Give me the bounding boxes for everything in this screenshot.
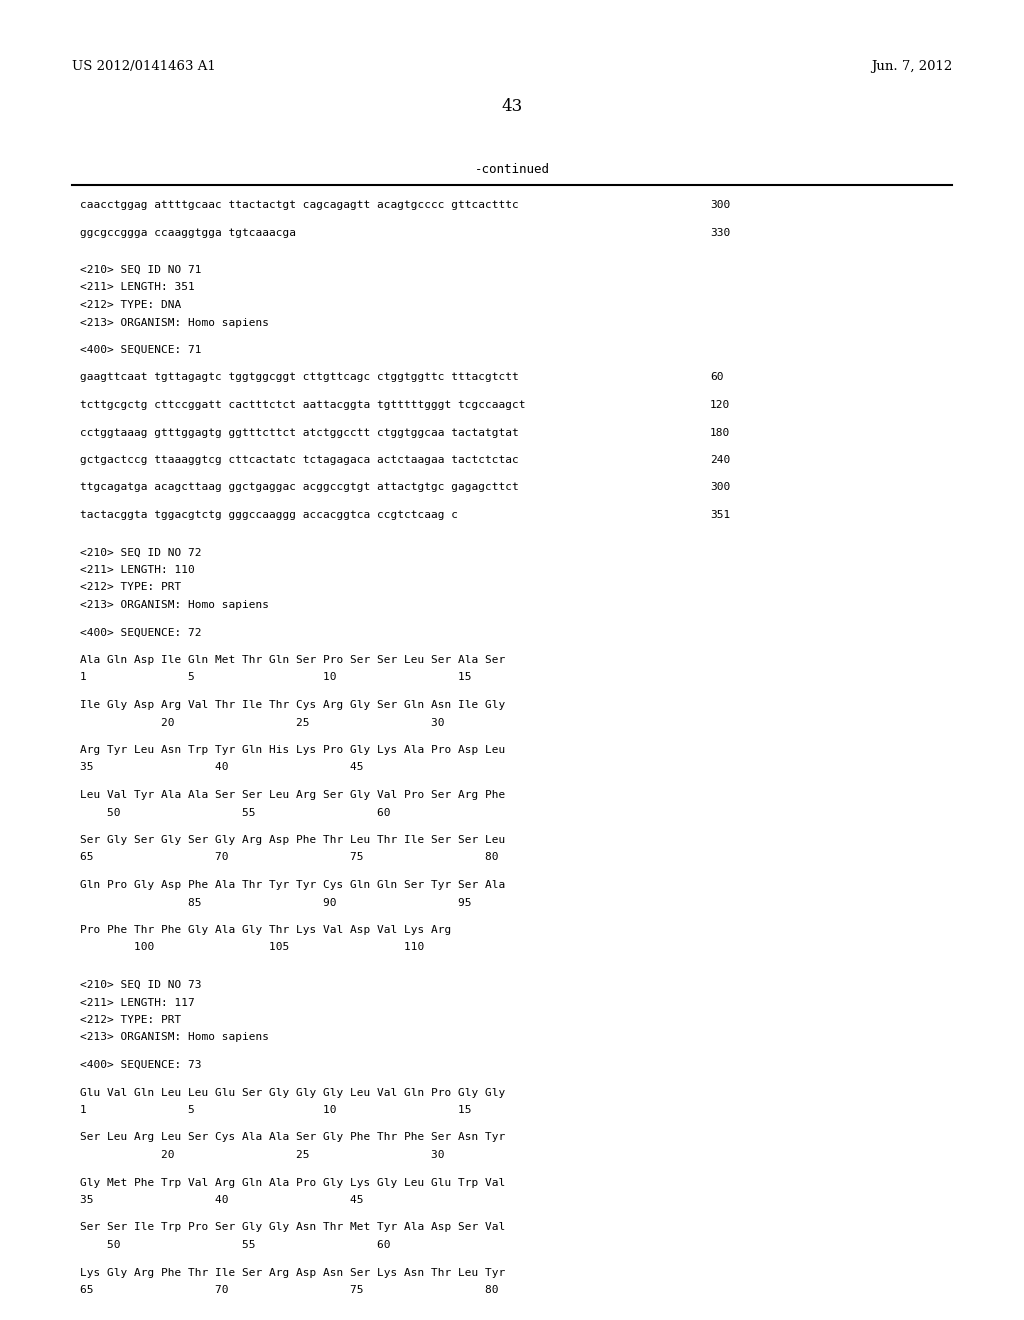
Text: Gly Met Phe Trp Val Arg Gln Ala Pro Gly Lys Gly Leu Glu Trp Val: Gly Met Phe Trp Val Arg Gln Ala Pro Gly … xyxy=(80,1177,505,1188)
Text: <210> SEQ ID NO 73: <210> SEQ ID NO 73 xyxy=(80,979,202,990)
Text: <213> ORGANISM: Homo sapiens: <213> ORGANISM: Homo sapiens xyxy=(80,318,269,327)
Text: cctggtaaag gtttggagtg ggtttcttct atctggcctt ctggtggcaa tactatgtat: cctggtaaag gtttggagtg ggtttcttct atctggc… xyxy=(80,428,519,437)
Text: <212> TYPE: PRT: <212> TYPE: PRT xyxy=(80,1015,181,1026)
Text: Glu Val Gln Leu Leu Glu Ser Gly Gly Gly Leu Val Gln Pro Gly Gly: Glu Val Gln Leu Leu Glu Ser Gly Gly Gly … xyxy=(80,1088,505,1097)
Text: 300: 300 xyxy=(710,483,730,492)
Text: <213> ORGANISM: Homo sapiens: <213> ORGANISM: Homo sapiens xyxy=(80,1032,269,1043)
Text: 35                  40                  45: 35 40 45 xyxy=(80,1195,364,1205)
Text: Ile Gly Asp Arg Val Thr Ile Thr Cys Arg Gly Ser Gln Asn Ile Gly: Ile Gly Asp Arg Val Thr Ile Thr Cys Arg … xyxy=(80,700,505,710)
Text: <211> LENGTH: 351: <211> LENGTH: 351 xyxy=(80,282,195,293)
Text: 60: 60 xyxy=(710,372,724,383)
Text: <400> SEQUENCE: 71: <400> SEQUENCE: 71 xyxy=(80,345,202,355)
Text: 43: 43 xyxy=(502,98,522,115)
Text: <400> SEQUENCE: 73: <400> SEQUENCE: 73 xyxy=(80,1060,202,1071)
Text: 20                  25                  30: 20 25 30 xyxy=(80,1150,444,1160)
Text: 50                  55                  60: 50 55 60 xyxy=(80,1239,390,1250)
Text: 120: 120 xyxy=(710,400,730,411)
Text: ggcgccggga ccaaggtgga tgtcaaacga: ggcgccggga ccaaggtgga tgtcaaacga xyxy=(80,227,296,238)
Text: <400> SEQUENCE: 72: <400> SEQUENCE: 72 xyxy=(80,627,202,638)
Text: <211> LENGTH: 117: <211> LENGTH: 117 xyxy=(80,998,195,1007)
Text: 100                 105                 110: 100 105 110 xyxy=(80,942,424,953)
Text: 180: 180 xyxy=(710,428,730,437)
Text: 65                  70                  75                  80: 65 70 75 80 xyxy=(80,853,499,862)
Text: <210> SEQ ID NO 72: <210> SEQ ID NO 72 xyxy=(80,548,202,557)
Text: 300: 300 xyxy=(710,201,730,210)
Text: Ser Ser Ile Trp Pro Ser Gly Gly Asn Thr Met Tyr Ala Asp Ser Val: Ser Ser Ile Trp Pro Ser Gly Gly Asn Thr … xyxy=(80,1222,505,1233)
Text: Jun. 7, 2012: Jun. 7, 2012 xyxy=(870,59,952,73)
Text: Pro Phe Thr Phe Gly Ala Gly Thr Lys Val Asp Val Lys Arg: Pro Phe Thr Phe Gly Ala Gly Thr Lys Val … xyxy=(80,925,452,935)
Text: 351: 351 xyxy=(710,510,730,520)
Text: -continued: -continued xyxy=(474,162,550,176)
Text: 35                  40                  45: 35 40 45 xyxy=(80,763,364,772)
Text: ttgcagatga acagcttaag ggctgaggac acggccgtgt attactgtgc gagagcttct: ttgcagatga acagcttaag ggctgaggac acggccg… xyxy=(80,483,519,492)
Text: tactacggta tggacgtctg gggccaaggg accacggtca ccgtctcaag c: tactacggta tggacgtctg gggccaaggg accacgg… xyxy=(80,510,458,520)
Text: 240: 240 xyxy=(710,455,730,465)
Text: Ser Leu Arg Leu Ser Cys Ala Ala Ser Gly Phe Thr Phe Ser Asn Tyr: Ser Leu Arg Leu Ser Cys Ala Ala Ser Gly … xyxy=(80,1133,505,1143)
Text: Arg Tyr Leu Asn Trp Tyr Gln His Lys Pro Gly Lys Ala Pro Asp Leu: Arg Tyr Leu Asn Trp Tyr Gln His Lys Pro … xyxy=(80,744,505,755)
Text: 1               5                   10                  15: 1 5 10 15 xyxy=(80,1105,471,1115)
Text: gaagttcaat tgttagagtc tggtggcggt cttgttcagc ctggtggttc tttacgtctt: gaagttcaat tgttagagtc tggtggcggt cttgttc… xyxy=(80,372,519,383)
Text: <213> ORGANISM: Homo sapiens: <213> ORGANISM: Homo sapiens xyxy=(80,601,269,610)
Text: 50                  55                  60: 50 55 60 xyxy=(80,808,390,817)
Text: 20                  25                  30: 20 25 30 xyxy=(80,718,444,727)
Text: caacctggag attttgcaac ttactactgt cagcagagtt acagtgcccc gttcactttc: caacctggag attttgcaac ttactactgt cagcaga… xyxy=(80,201,519,210)
Text: Lys Gly Arg Phe Thr Ile Ser Arg Asp Asn Ser Lys Asn Thr Leu Tyr: Lys Gly Arg Phe Thr Ile Ser Arg Asp Asn … xyxy=(80,1267,505,1278)
Text: 65                  70                  75                  80: 65 70 75 80 xyxy=(80,1284,499,1295)
Text: gctgactccg ttaaaggtcg cttcactatc tctagagaca actctaagaa tactctctac: gctgactccg ttaaaggtcg cttcactatc tctagag… xyxy=(80,455,519,465)
Text: <211> LENGTH: 110: <211> LENGTH: 110 xyxy=(80,565,195,576)
Text: Ala Gln Asp Ile Gln Met Thr Gln Ser Pro Ser Ser Leu Ser Ala Ser: Ala Gln Asp Ile Gln Met Thr Gln Ser Pro … xyxy=(80,655,505,665)
Text: 1               5                   10                  15: 1 5 10 15 xyxy=(80,672,471,682)
Text: <212> TYPE: PRT: <212> TYPE: PRT xyxy=(80,582,181,593)
Text: Gln Pro Gly Asp Phe Ala Thr Tyr Tyr Cys Gln Gln Ser Tyr Ser Ala: Gln Pro Gly Asp Phe Ala Thr Tyr Tyr Cys … xyxy=(80,880,505,890)
Text: <212> TYPE: DNA: <212> TYPE: DNA xyxy=(80,300,181,310)
Text: US 2012/0141463 A1: US 2012/0141463 A1 xyxy=(72,59,216,73)
Text: tcttgcgctg cttccggatt cactttctct aattacggta tgtttttgggt tcgccaagct: tcttgcgctg cttccggatt cactttctct aattacg… xyxy=(80,400,525,411)
Text: 85                  90                  95: 85 90 95 xyxy=(80,898,471,908)
Text: Leu Val Tyr Ala Ala Ser Ser Leu Arg Ser Gly Val Pro Ser Arg Phe: Leu Val Tyr Ala Ala Ser Ser Leu Arg Ser … xyxy=(80,789,505,800)
Text: 330: 330 xyxy=(710,227,730,238)
Text: <210> SEQ ID NO 71: <210> SEQ ID NO 71 xyxy=(80,265,202,275)
Text: Ser Gly Ser Gly Ser Gly Arg Asp Phe Thr Leu Thr Ile Ser Ser Leu: Ser Gly Ser Gly Ser Gly Arg Asp Phe Thr … xyxy=(80,836,505,845)
